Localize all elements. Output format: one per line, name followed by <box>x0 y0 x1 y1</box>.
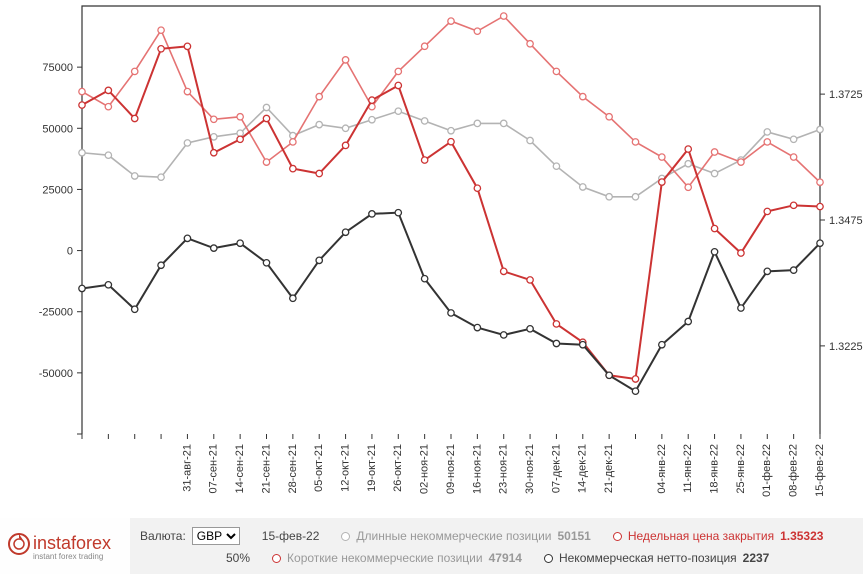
ring-icon <box>341 532 350 541</box>
svg-text:09-ноя-21: 09-ноя-21 <box>445 444 457 494</box>
svg-text:14-дек-21: 14-дек-21 <box>577 444 589 493</box>
legend-close: Недельная цена закрытия 1.35323 <box>613 529 824 543</box>
svg-text:75000: 75000 <box>42 62 73 74</box>
svg-text:26-окт-21: 26-окт-21 <box>392 444 404 492</box>
svg-text:18-янв-22: 18-янв-22 <box>708 444 720 494</box>
svg-text:1.3225: 1.3225 <box>829 341 863 353</box>
svg-text:instant forex trading: instant forex trading <box>33 552 103 561</box>
svg-text:01-фев-22: 01-фев-22 <box>761 444 773 497</box>
positions-chart: -50000 -25000 0 25000 50000 75000 1.3225 1.3475… <box>0 0 863 574</box>
ring-icon <box>613 532 622 541</box>
ring-icon <box>272 554 281 563</box>
svg-text:07-дек-21: 07-дек-21 <box>550 444 562 493</box>
svg-text:21-дек-21: 21-дек-21 <box>603 444 615 493</box>
svg-text:12-окт-21: 12-окт-21 <box>339 444 351 492</box>
legend-net: Некоммерческая нетто-позиция 2237 <box>544 551 769 565</box>
svg-text:50000: 50000 <box>42 123 73 135</box>
legend-net-value: 2237 <box>743 551 770 565</box>
svg-text:11-янв-22: 11-янв-22 <box>682 444 694 493</box>
legend-long-label: Длинные некоммерческие позиции <box>356 529 551 543</box>
legend-net-label: Некоммерческая нетто-позиция <box>559 551 737 565</box>
svg-text:-50000: -50000 <box>39 368 73 380</box>
legend-short-value: 47914 <box>489 551 522 565</box>
svg-text:0: 0 <box>67 246 73 258</box>
svg-text:15-фев-22: 15-фев-22 <box>814 444 826 497</box>
legend-long-value: 50151 <box>557 529 590 543</box>
svg-text:30-ноя-21: 30-ноя-21 <box>524 444 536 494</box>
svg-text:25000: 25000 <box>42 184 73 196</box>
svg-text:04-янв-22: 04-янв-22 <box>656 444 668 494</box>
ring-icon <box>544 554 553 563</box>
footer-date: 15-фев-22 <box>262 529 320 543</box>
legend-close-value: 1.35323 <box>780 529 823 543</box>
svg-text:25-янв-22: 25-янв-22 <box>735 444 747 494</box>
svg-text:05-окт-21: 05-окт-21 <box>313 444 325 492</box>
svg-text:02-ноя-21: 02-ноя-21 <box>419 444 431 494</box>
legend-short-label: Короткие некоммерческие позиции <box>287 551 483 565</box>
svg-text:instaforex: instaforex <box>33 533 111 553</box>
svg-text:31-авг-21: 31-авг-21 <box>181 444 193 492</box>
svg-text:14-сен-21: 14-сен-21 <box>234 444 246 494</box>
legend-long: Длинные некоммерческие позиции 50151 <box>341 529 590 543</box>
svg-text:19-окт-21: 19-окт-21 <box>366 444 378 492</box>
svg-text:08-фев-22: 08-фев-22 <box>788 444 800 497</box>
svg-text:1.3725: 1.3725 <box>829 89 863 101</box>
currency-label: Валюта: <box>140 529 186 543</box>
svg-text:-25000: -25000 <box>39 307 73 319</box>
instaforex-logo: instaforex instant forex trading <box>0 518 130 574</box>
currency-select[interactable]: GBP <box>192 527 240 545</box>
svg-text:1.3475: 1.3475 <box>829 215 863 227</box>
legend-close-label: Недельная цена закрытия <box>628 529 774 543</box>
currency-selector-group: Валюта: GBP <box>140 527 240 545</box>
legend-short: Короткие некоммерческие позиции 47914 <box>272 551 522 565</box>
svg-text:28-сен-21: 28-сен-21 <box>287 444 299 494</box>
svg-text:07-сен-21: 07-сен-21 <box>208 444 220 494</box>
svg-text:23-ноя-21: 23-ноя-21 <box>498 444 510 494</box>
footer-percent: 50% <box>226 551 250 565</box>
svg-text:16-ноя-21: 16-ноя-21 <box>471 444 483 494</box>
svg-text:21-сен-21: 21-сен-21 <box>260 444 272 494</box>
